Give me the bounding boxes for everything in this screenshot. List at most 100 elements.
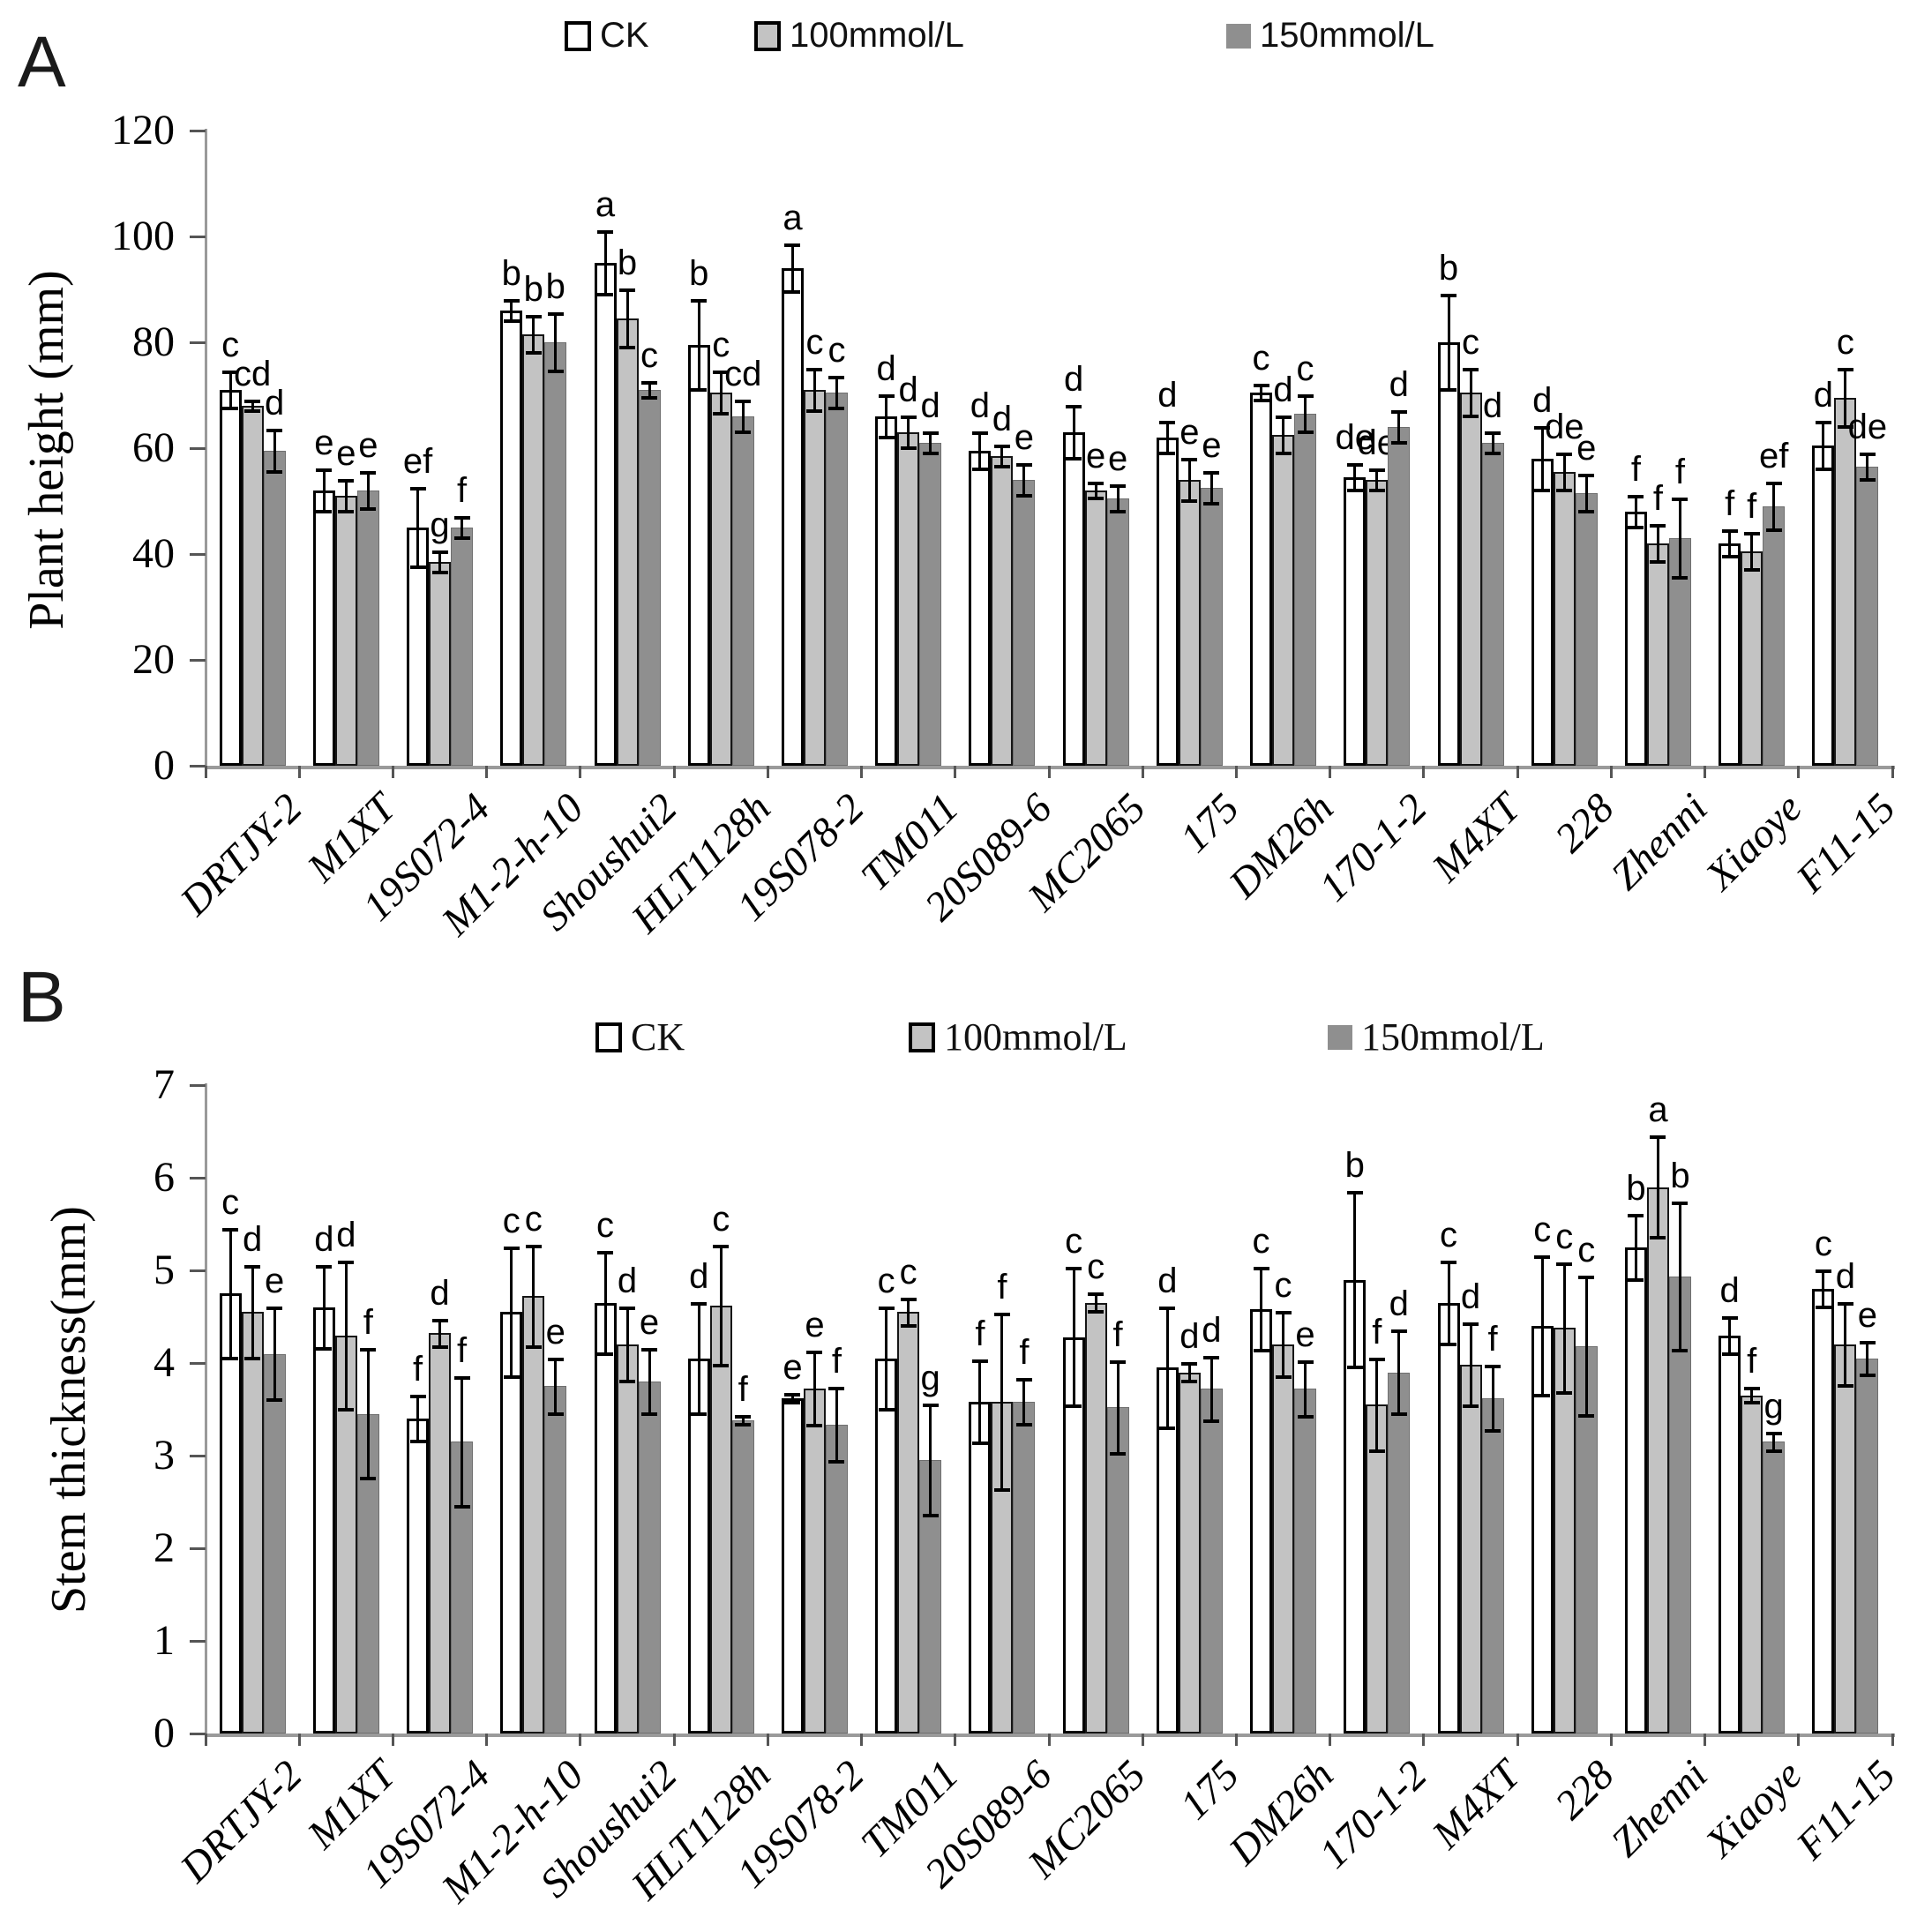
error-bar [1000,446,1004,467]
error-bar-cap [1275,452,1292,455]
error-bar-cap [1181,458,1198,461]
error-bar [1634,1215,1637,1280]
error-bar [741,401,745,432]
sig-letter: c [1065,1221,1083,1261]
sig-letter: e [1107,439,1128,478]
error-bar-cap [1368,1449,1385,1453]
legend-label-150mmol: 150mmol/L [1260,16,1434,55]
error-bar [835,1388,838,1463]
sig-letter: d [1389,1284,1409,1324]
error-bar-cap [1578,474,1595,477]
bar-ck [875,1358,898,1734]
error-bar-cap [1628,495,1644,498]
error-bar [532,316,535,353]
bar-ck [875,416,898,766]
sig-letter: d [876,349,896,388]
error-bar-cap [1346,1190,1363,1194]
sig-letter: ef [1758,437,1789,476]
bar-150mmol/l [1013,480,1036,766]
sig-letter: f [1019,1332,1030,1372]
error-bar-cap [1650,524,1666,528]
error-bar [1165,422,1169,453]
error-bar-cap [971,1359,988,1363]
error-bar [1678,498,1681,578]
error-bar-cap [641,396,657,400]
x-axis-tick [1047,1734,1051,1746]
sig-letter: d [314,1219,334,1259]
error-bar-cap [1066,1404,1082,1409]
error-bar [322,469,326,512]
error-bar-cap [1672,1202,1689,1206]
sig-letter: c [1462,323,1479,362]
error-bar [1353,1191,1357,1368]
error-bar [1822,1270,1825,1307]
sig-letter: c [1533,1210,1552,1250]
sig-letter: c [899,1252,917,1292]
y-axis-tick [190,129,206,132]
sig-letter: c [805,323,824,362]
error-bar-cap [1650,1236,1666,1240]
error-bar-cap [1578,1413,1595,1418]
bar-ck [500,1312,523,1734]
error-bar-cap [360,1477,377,1481]
sig-letter: d [1719,1270,1740,1310]
x-axis-tick [485,766,489,778]
error-bar-cap [338,1260,355,1264]
sig-letter: g [430,505,450,544]
sig-letter: c [524,1199,543,1239]
error-bar-cap [1297,1359,1314,1364]
bar-150mmol/l [1763,1442,1786,1734]
error-bar [1772,483,1776,530]
error-bar-cap [503,1246,520,1250]
sig-letter: g [1764,1386,1784,1426]
error-bar-cap [1815,421,1831,424]
error-bar-cap [222,371,239,374]
error-bar-cap [1743,1387,1760,1391]
error-bar-cap [900,1324,917,1328]
error-bar [1656,525,1659,562]
bar-ck [594,263,617,766]
error-bar-cap [266,1307,283,1310]
error-bar [273,430,276,472]
error-bar [790,1393,794,1404]
error-bar [741,1415,745,1426]
error-bar-cap [735,431,752,434]
bar-ck [687,345,710,766]
error-bar-cap [1556,1390,1573,1395]
error-bar-cap [878,1307,895,1310]
error-bar-cap [1015,1423,1032,1427]
error-bar-cap [1015,494,1032,498]
x-axis-tick [766,766,769,778]
y-axis-tick-label: 6 [154,1154,175,1201]
error-bar [1447,295,1450,390]
bar-150mmol/l [544,1386,567,1734]
error-bar [1678,1202,1681,1352]
legend-label-ck: CK [600,16,649,55]
bar-ck [1719,1335,1741,1734]
error-bar-cap [1253,1266,1269,1270]
error-bar [416,1395,420,1442]
error-bar-cap [1485,431,1501,435]
error-bar-cap [828,407,845,410]
sig-letter: c [640,336,658,375]
sig-letter: d [430,1273,450,1313]
error-bar-cap [1485,452,1501,455]
error-bar-cap [1159,1426,1176,1430]
x-axis-tick [672,766,676,778]
error-bar-cap [619,288,635,292]
sig-letter: b [501,254,521,293]
sig-letter: d [264,384,285,423]
error-bar-cap [431,550,448,554]
error-bar-cap [806,1424,823,1428]
error-bar-cap [1203,502,1220,505]
bar-100mmol/l [709,1305,732,1734]
error-bar [1584,1277,1588,1416]
y-axis-tick [190,658,206,662]
bar-150mmol/l [1668,1277,1691,1734]
error-bar-cap [597,1251,613,1254]
y-axis-tick-label: 80 [132,318,175,365]
error-bar [907,1298,910,1326]
sig-letter: b [1626,1169,1646,1208]
sig-letter: c [712,1199,730,1239]
error-bar-cap [453,516,470,520]
